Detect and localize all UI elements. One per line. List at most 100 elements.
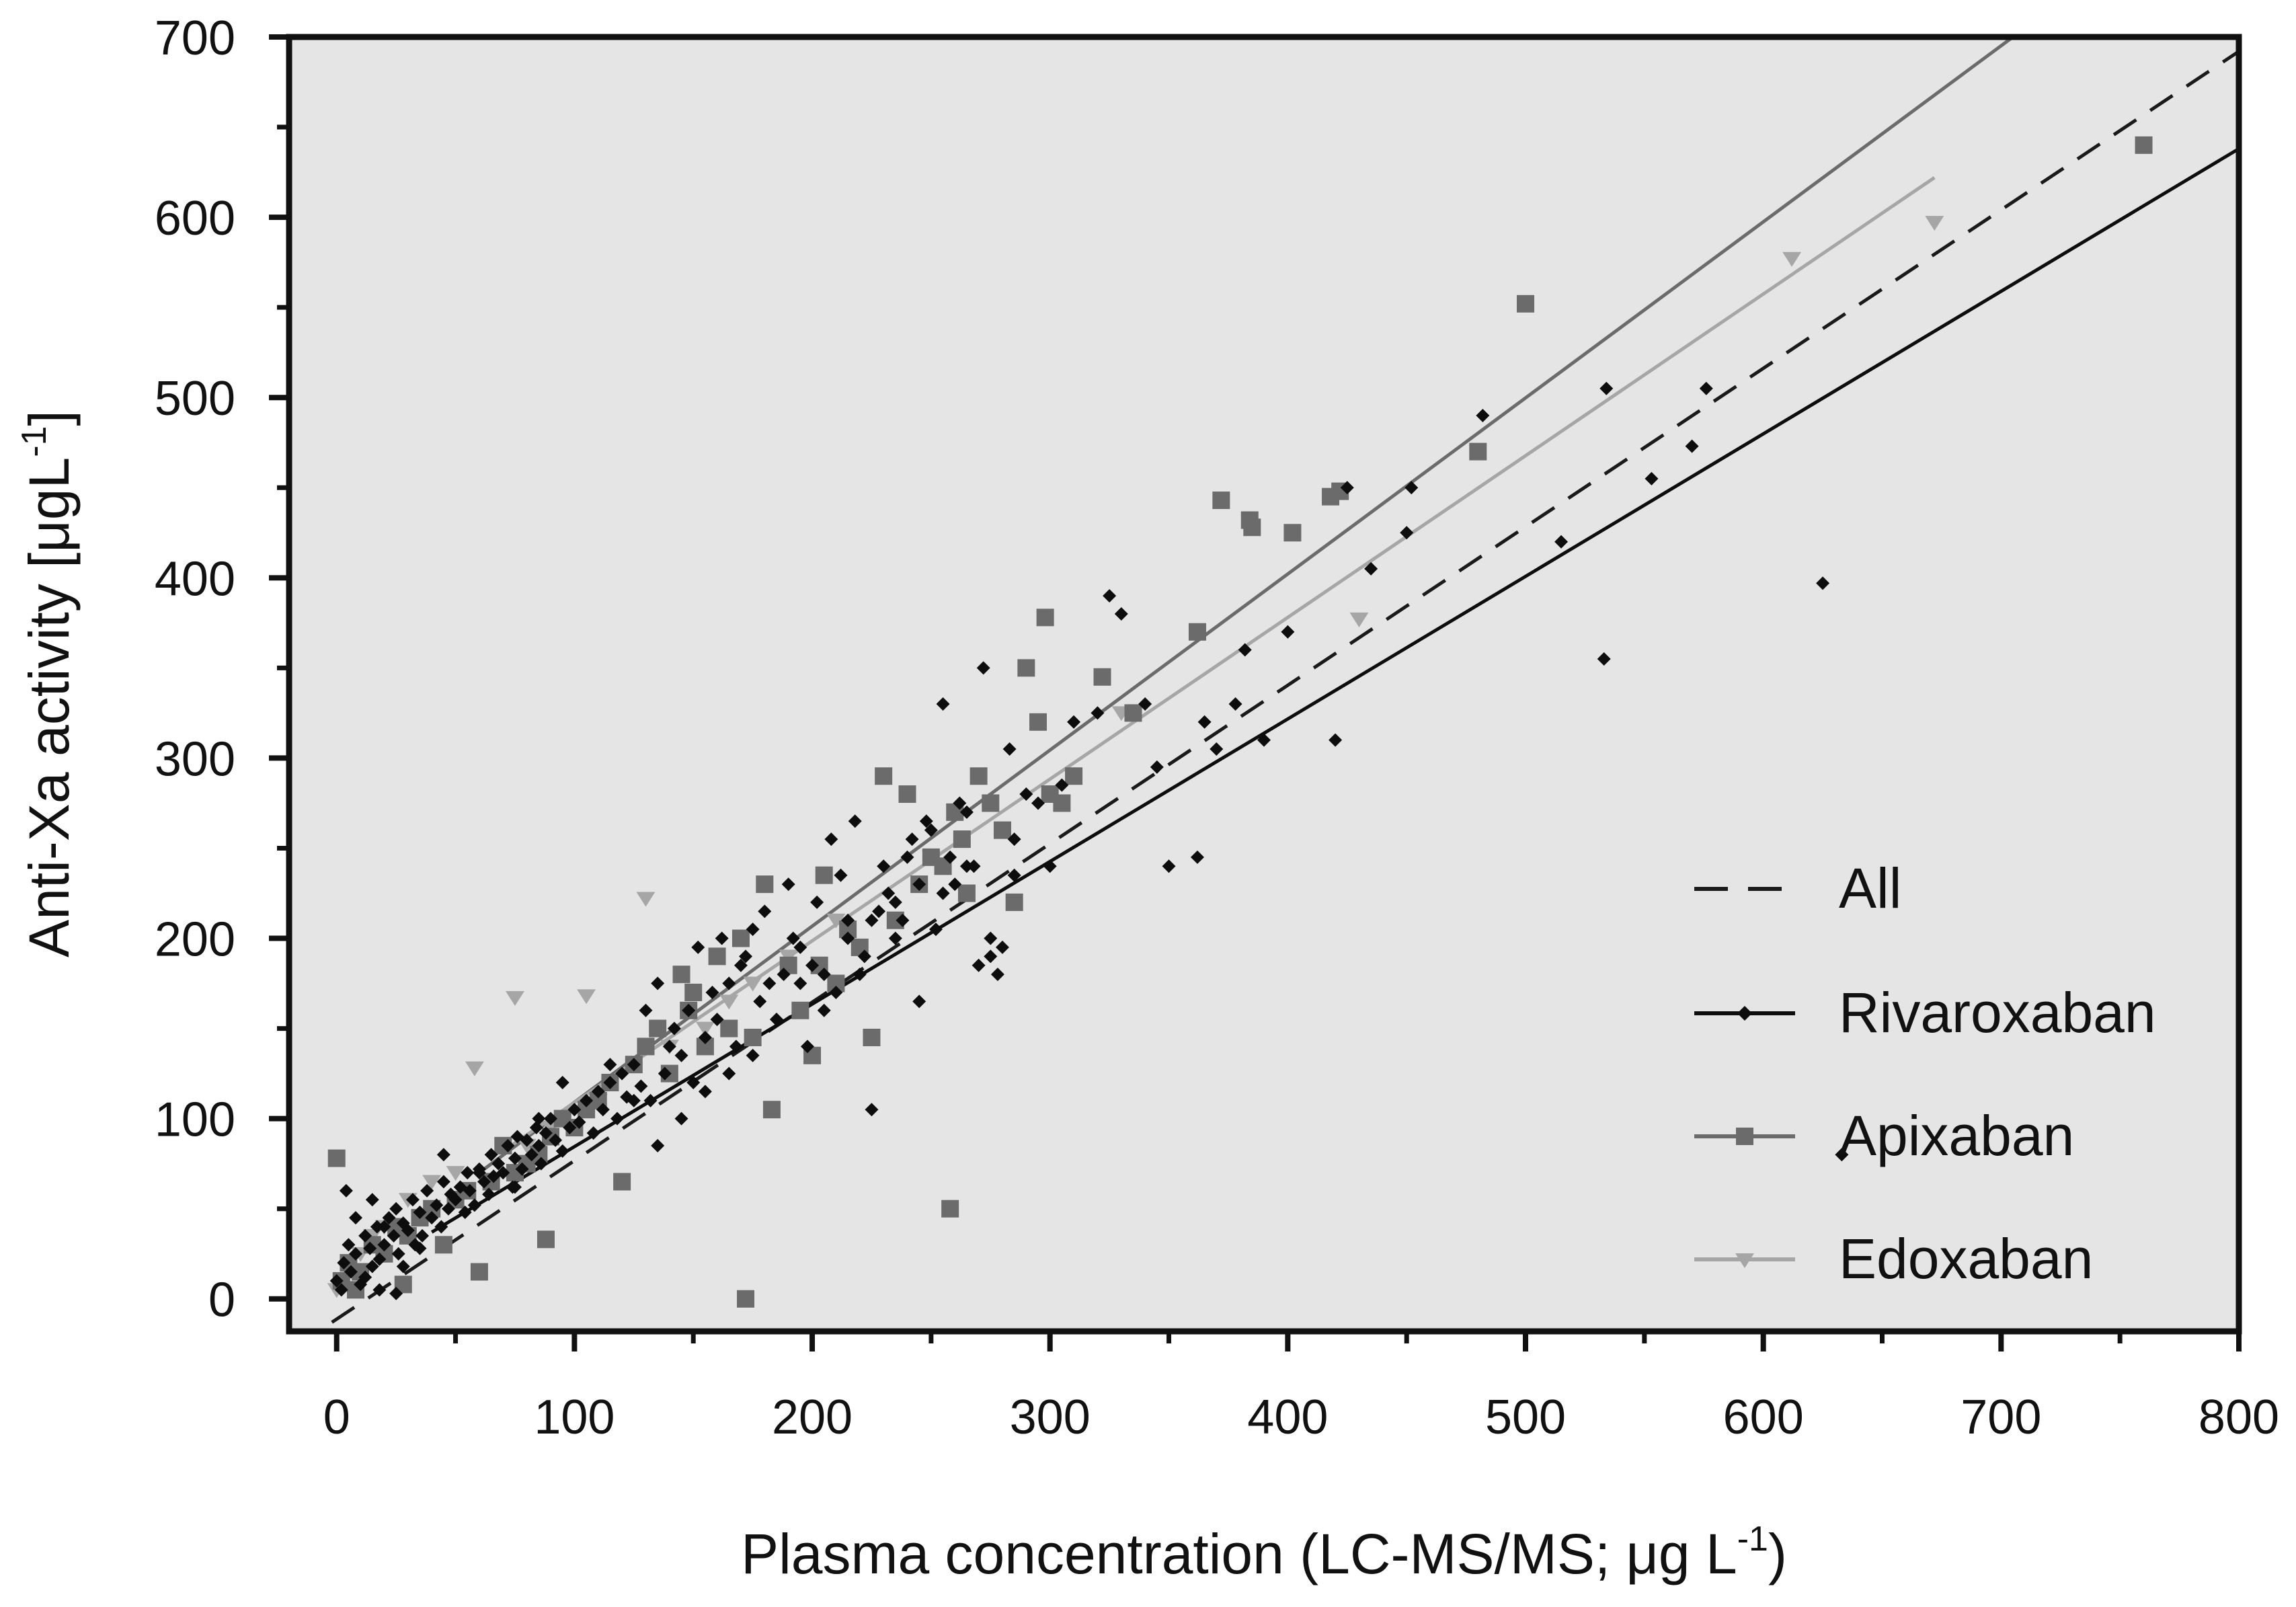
data-point-rivaroxaban [334,1283,348,1297]
data-point-rivaroxaban [603,1076,617,1090]
data-point-apixaban [684,983,703,1001]
data-point-rivaroxaban [467,1198,481,1212]
data-point-rivaroxaban [698,1030,712,1044]
data-point-rivaroxaban [461,1166,475,1180]
data-point-rivaroxaban [544,1111,558,1126]
data-point-apixaban [941,1200,959,1218]
data-point-rivaroxaban [1091,706,1105,720]
data-point-rivaroxaban [358,1228,372,1243]
data-point-rivaroxaban [532,1138,546,1152]
y-tick-label: 100 [155,1093,235,1147]
data-point-rivaroxaban [1364,561,1378,576]
data-point-rivaroxaban [1404,481,1419,495]
data-point-rivaroxaban [1699,381,1713,395]
legend-item-all: All [1694,857,1901,920]
data-point-rivaroxaban [1257,733,1271,747]
data-point-rivaroxaban [436,1175,450,1189]
data-point-rivaroxaban [413,1206,427,1220]
data-point-apixaban [649,1019,667,1037]
data-point-apixaban [898,785,916,804]
data-point-rivaroxaban [651,976,665,990]
data-point-rivaroxaban [1114,606,1128,621]
data-point-apixaban [953,830,971,849]
data-point-rivaroxaban [610,1111,625,1126]
data-point-rivaroxaban [1554,535,1569,549]
data-point-rivaroxaban [1340,481,1354,495]
data-point-apixaban [1065,767,1083,785]
data-point-rivaroxaban [1645,471,1659,485]
data-point-apixaban [637,1037,655,1056]
data-point-apixaban [863,1028,881,1046]
data-point-rivaroxaban [841,931,855,945]
data-point-rivaroxaban [805,958,820,972]
data-point-rivaroxaban [377,1220,391,1234]
data-point-rivaroxaban [888,931,902,945]
y-tick-label: 0 [208,1273,235,1327]
data-point-rivaroxaban [1043,859,1057,873]
data-point-rivaroxaban [948,877,962,892]
data-point-rivaroxaban [372,1252,387,1266]
data-point-rivaroxaban [758,904,772,918]
data-point-rivaroxaban [865,1103,879,1117]
data-point-rivaroxaban [1002,742,1017,756]
series-rivaroxaban [329,381,1849,1300]
data-point-rivaroxaban [1150,760,1164,774]
y-tick-label: 600 [155,192,235,245]
data-point-rivaroxaban [810,895,824,909]
data-point-rivaroxaban [1007,832,1021,847]
legend: All Rivaroxaban Apixaban Edoxaban [1694,857,2156,1290]
data-point-rivaroxaban [472,1166,486,1180]
data-point-rivaroxaban [639,1003,653,1017]
fit-line-edoxaban [502,176,1936,1152]
data-point-rivaroxaban [1210,742,1224,756]
data-point-edoxaban [695,1021,715,1037]
legend-item-rivaroxaban: Rivaroxaban [1694,981,2156,1044]
data-point-rivaroxaban [596,1103,610,1117]
data-point-apixaban [1469,442,1487,461]
legend-marker-apixaban [1736,1128,1753,1145]
data-point-apixaban [1188,623,1206,641]
data-point-rivaroxaban [943,850,957,864]
data-point-rivaroxaban [1400,526,1414,540]
data-point-edoxaban [719,994,739,1010]
data-point-edoxaban [743,976,762,992]
data-point-edoxaban [577,989,596,1005]
x-axis-title: Plasma concentration (LC-MS/MS; μg L-1) [741,1520,1787,1585]
x-tick-label: 600 [1723,1390,1804,1444]
data-point-rivaroxaban [1281,625,1295,639]
data-point-rivaroxaban [905,832,919,847]
data-point-rivaroxaban [1019,787,1033,801]
data-point-rivaroxaban [370,1220,384,1234]
data-point-rivaroxaban [344,1265,358,1279]
data-point-apixaban [327,1149,346,1167]
data-point-rivaroxaban [762,976,777,990]
data-point-rivaroxaban [824,832,838,847]
y-tick-label: 500 [155,372,235,426]
data-point-rivaroxaban [729,1040,743,1054]
data-point-rivaroxaban [936,886,950,900]
data-point-rivaroxaban [555,1144,569,1158]
data-point-rivaroxaban [515,1162,529,1176]
data-point-rivaroxaban [722,1066,736,1081]
data-point-rivaroxaban [793,976,807,990]
data-point-rivaroxaban [936,697,950,711]
data-point-rivaroxaban [1476,409,1490,423]
data-point-rivaroxaban [972,958,986,972]
data-point-rivaroxaban [391,1247,405,1261]
data-point-rivaroxaban [413,1241,427,1255]
data-point-rivaroxaban [888,895,902,909]
data-point-apixaban [1029,713,1047,731]
data-point-rivaroxaban [563,1121,577,1135]
data-point-rivaroxaban [627,1093,641,1107]
data-point-rivaroxaban [1599,381,1614,395]
data-point-apixaban [537,1230,555,1249]
data-point-apixaban [982,794,1000,812]
data-point-rivaroxaban [1816,576,1830,590]
data-point-rivaroxaban [586,1126,600,1140]
data-point-rivaroxaban [662,1040,676,1054]
data-point-apixaban [613,1173,631,1191]
series-apixaban [327,136,2153,1308]
data-point-apixaban [708,947,726,966]
data-point-edoxaban [1349,612,1369,627]
